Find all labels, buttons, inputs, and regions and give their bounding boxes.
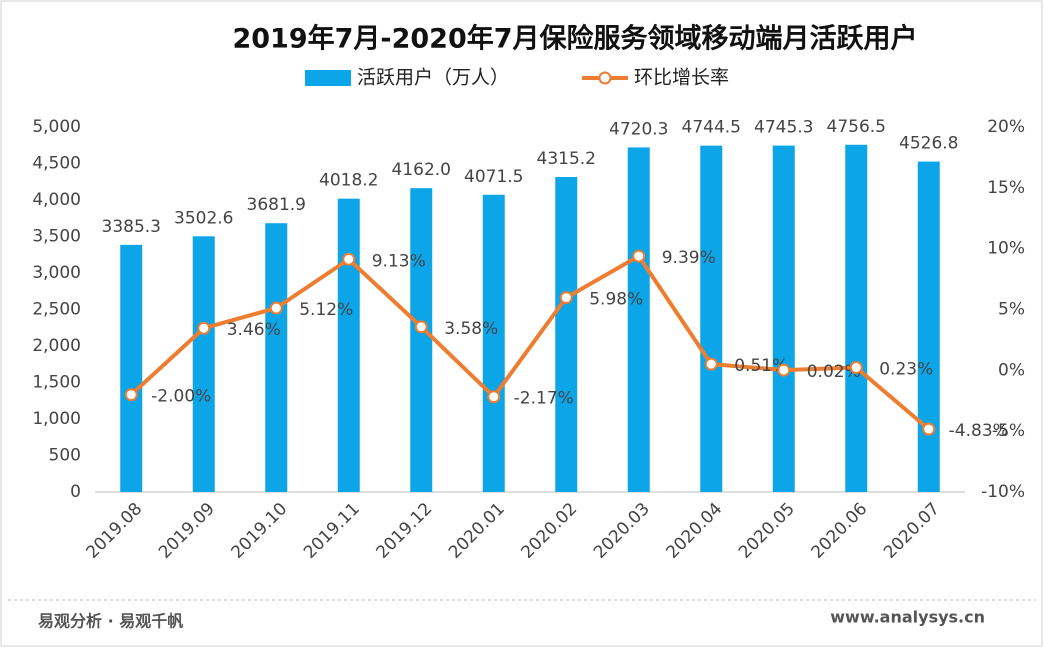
bar	[265, 223, 288, 492]
bar	[410, 188, 433, 492]
legend-swatch	[305, 70, 351, 86]
bar-value-label: 4162.0	[392, 160, 451, 180]
line-marker	[777, 363, 791, 377]
y2-tick-label: 15%	[987, 178, 1025, 198]
bar-value-label: 3502.6	[174, 208, 233, 228]
y-tick-label: 1,500	[32, 373, 81, 393]
line-marker	[487, 390, 501, 404]
line-value-label: 0.23%	[879, 360, 933, 380]
bar-value-label: 4720.3	[609, 119, 668, 139]
y-tick-label: 1,000	[32, 409, 81, 429]
bar-value-label: 3681.9	[247, 195, 306, 215]
y-tick-label: 500	[49, 446, 81, 466]
y2-tick-label: 10%	[987, 239, 1025, 259]
line-marker	[124, 388, 138, 402]
y2-tick-label: -10%	[981, 482, 1025, 502]
line-value-label: 5.12%	[299, 300, 353, 320]
bar	[772, 145, 795, 493]
line-marker	[922, 422, 936, 436]
y2-tick-label: 0%	[998, 360, 1025, 380]
bar-value-label: 4018.2	[319, 171, 378, 191]
y-tick-label: 4,000	[32, 190, 81, 210]
line-marker	[342, 252, 356, 266]
line-marker	[632, 249, 646, 263]
y2-tick-label: -5%	[992, 421, 1025, 441]
bar	[482, 194, 505, 492]
line-marker	[559, 291, 573, 305]
line-value-label: 0.02%	[807, 362, 861, 382]
line-value-label: 3.58%	[444, 319, 498, 339]
y-tick-label: 3,500	[32, 227, 81, 247]
bar-value-label: 4315.2	[537, 149, 596, 169]
legend-label: 活跃用户（万人）	[357, 67, 509, 89]
line-marker	[414, 320, 428, 334]
bar	[845, 144, 868, 492]
legend-swatch	[598, 71, 612, 85]
y2-tick-label: 20%	[987, 117, 1025, 137]
line-value-label: -2.00%	[151, 387, 211, 407]
line-marker	[269, 301, 283, 315]
bar	[192, 236, 215, 492]
line-value-label: 5.98%	[589, 290, 643, 310]
line-value-label: 0.51%	[734, 356, 788, 376]
bar-value-label: 4071.5	[464, 167, 523, 187]
line	[129, 254, 931, 431]
y-tick-label: 5,000	[32, 117, 81, 137]
bar	[700, 145, 723, 493]
y-tick-label: 0	[70, 482, 81, 502]
bar-value-label: 3385.3	[102, 217, 161, 237]
bar	[627, 147, 650, 493]
bar-value-label: 4526.8	[899, 134, 958, 154]
line-marker	[849, 361, 863, 375]
y-tick-label: 2,000	[32, 336, 81, 356]
bar-value-label: 4756.5	[827, 117, 886, 137]
footer-left: 易观分析 · 易观千帆	[38, 612, 183, 631]
legend-label: 环比增长率	[634, 67, 729, 89]
y-tick-label: 4,500	[32, 154, 81, 174]
line-value-label: 3.46%	[227, 320, 281, 340]
bar	[917, 161, 940, 493]
y2-tick-label: 5%	[998, 300, 1025, 320]
y-tick-label: 2,500	[32, 300, 81, 320]
line-value-label: -4.83%	[949, 421, 1009, 441]
line-marker	[704, 357, 718, 371]
y-tick-label: 3,000	[32, 263, 81, 283]
bar	[120, 244, 143, 492]
bar-value-label: 4745.3	[754, 118, 813, 138]
bar-value-label: 4744.5	[682, 118, 741, 138]
line-marker	[197, 321, 211, 335]
line-value-label: -2.17%	[514, 389, 574, 409]
line-value-label: 9.13%	[372, 251, 426, 271]
bar	[337, 198, 360, 493]
footer-right: www.analysys.cn	[830, 608, 985, 627]
chart-title: 2019年7月-2020年7月保险服务领域移动端月活跃用户	[232, 23, 917, 55]
line-value-label: 9.39%	[662, 248, 716, 268]
bar	[555, 176, 578, 492]
